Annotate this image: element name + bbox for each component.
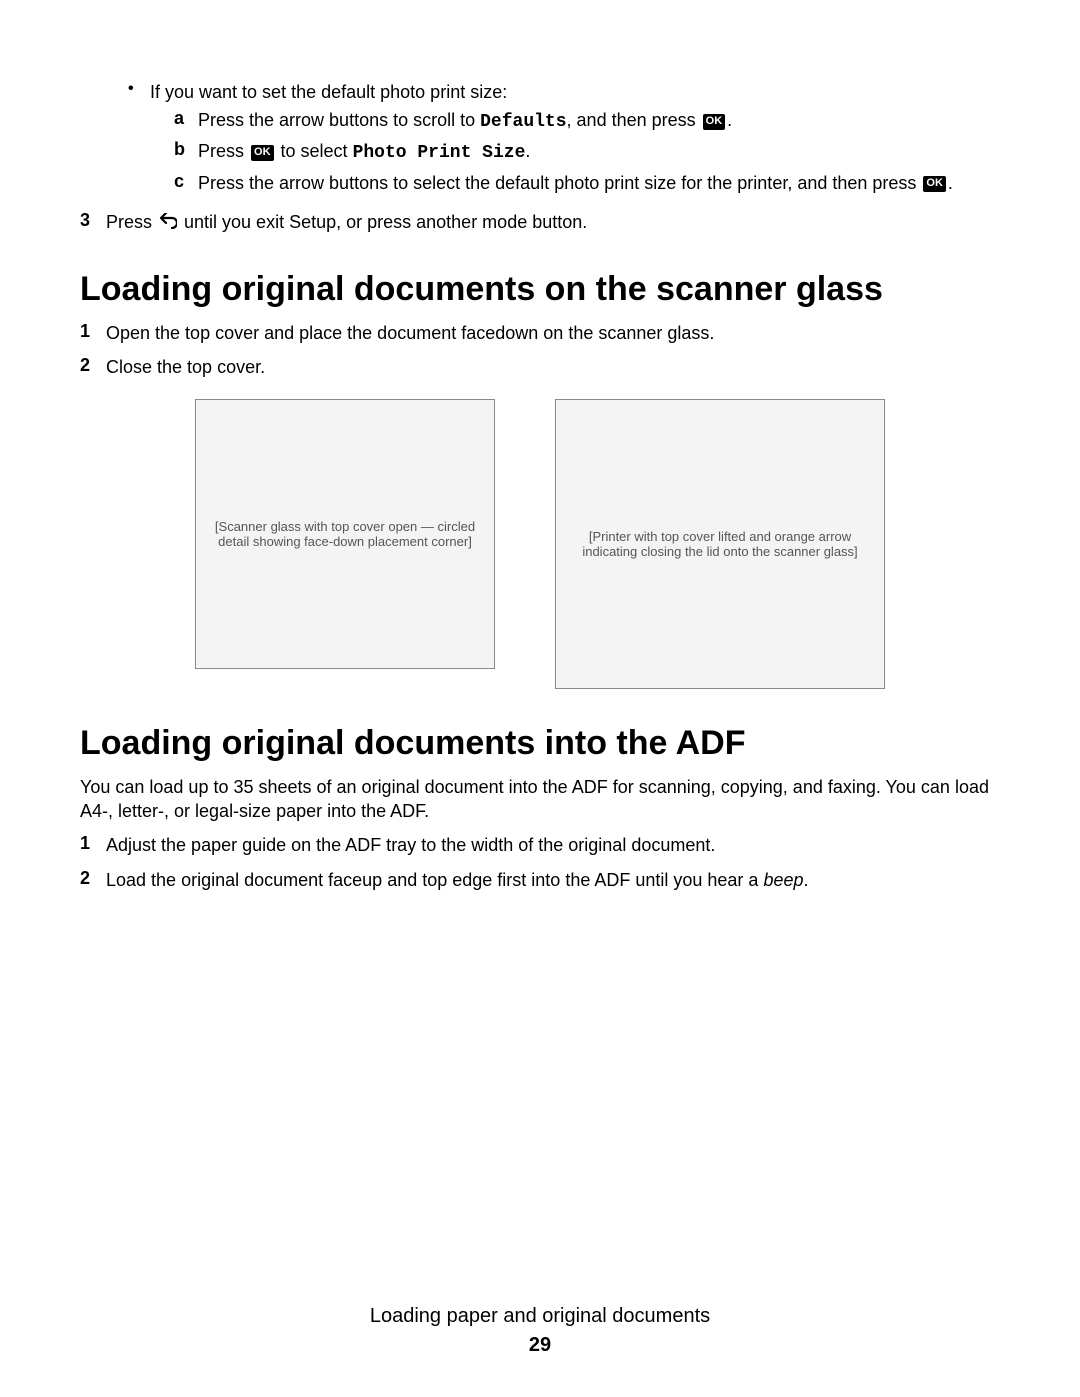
back-icon xyxy=(159,211,177,235)
text: . xyxy=(803,870,808,890)
sub-item-a: a Press the arrow buttons to scroll to D… xyxy=(174,108,1000,135)
text: , and then press xyxy=(567,110,701,130)
footer-title: Loading paper and original documents xyxy=(0,1305,1080,1328)
italic-text: beep xyxy=(763,870,803,890)
footer-page-number: 29 xyxy=(0,1334,1080,1357)
scanner-step-1: 1 Open the top cover and place the docum… xyxy=(80,321,1000,345)
step-number: 2 xyxy=(80,355,106,376)
step-content: Load the original document faceup and to… xyxy=(106,868,809,892)
sub-letter-c: c xyxy=(174,171,198,192)
adf-intro: You can load up to 35 sheets of an origi… xyxy=(80,775,1000,824)
step-content: Close the top cover. xyxy=(106,355,265,379)
sub-content-c: Press the arrow buttons to select the de… xyxy=(198,171,953,196)
sub-letter-b: b xyxy=(174,139,198,160)
text: until you exit Setup, or press another m… xyxy=(179,212,587,232)
ok-icon: OK xyxy=(251,145,274,161)
text: Press xyxy=(106,212,157,232)
adf-step-2: 2 Load the original document faceup and … xyxy=(80,868,1000,892)
scanner-image-right: [Printer with top cover lifted and orang… xyxy=(555,399,885,689)
heading-adf: Loading original documents into the ADF xyxy=(80,725,1000,762)
text: Press the arrow buttons to scroll to xyxy=(198,110,480,130)
sub-item-b: b Press OK to select Photo Print Size. xyxy=(174,139,1000,166)
intro-bullet: • If you want to set the default photo p… xyxy=(128,80,1000,200)
sub-content-b: Press OK to select Photo Print Size. xyxy=(198,139,530,166)
step-content: Open the top cover and place the documen… xyxy=(106,321,714,345)
bullet-mark: • xyxy=(128,80,150,200)
text: Press xyxy=(198,141,249,161)
ok-icon: OK xyxy=(703,114,726,130)
image-alt: [Printer with top cover lifted and orang… xyxy=(562,529,878,559)
bullet-item: • If you want to set the default photo p… xyxy=(128,80,1000,200)
adf-step-1: 1 Adjust the paper guide on the ADF tray… xyxy=(80,833,1000,857)
sub-content-a: Press the arrow buttons to scroll to Def… xyxy=(198,108,732,135)
step-number: 2 xyxy=(80,868,106,889)
image-alt: [Scanner glass with top cover open — cir… xyxy=(202,519,488,549)
step-content: Press until you exit Setup, or press ano… xyxy=(106,210,587,235)
step-number: 3 xyxy=(80,210,106,231)
step-content: Adjust the paper guide on the ADF tray t… xyxy=(106,833,715,857)
text: . xyxy=(948,173,953,193)
scanner-image-left: [Scanner glass with top cover open — cir… xyxy=(195,399,495,669)
heading-scanner-glass: Loading original documents on the scanne… xyxy=(80,271,1000,308)
step-number: 1 xyxy=(80,321,106,342)
text: . xyxy=(727,110,732,130)
code-text: Defaults xyxy=(480,112,566,132)
document-page: • If you want to set the default photo p… xyxy=(0,0,1080,1397)
scanner-step-2: 2 Close the top cover. xyxy=(80,355,1000,379)
text: Press the arrow buttons to select the de… xyxy=(198,173,921,193)
sub-letter-a: a xyxy=(174,108,198,129)
step-number: 1 xyxy=(80,833,106,854)
ok-icon: OK xyxy=(923,176,946,192)
page-footer: Loading paper and original documents 29 xyxy=(0,1305,1080,1357)
text: . xyxy=(525,141,530,161)
scanner-images-row: [Scanner glass with top cover open — cir… xyxy=(80,399,1000,689)
code-text: Photo Print Size xyxy=(353,143,526,163)
sub-list: a Press the arrow buttons to scroll to D… xyxy=(174,108,1000,196)
text: to select xyxy=(276,141,353,161)
step-3: 3 Press until you exit Setup, or press a… xyxy=(80,210,1000,235)
sub-item-c: c Press the arrow buttons to select the … xyxy=(174,171,1000,196)
bullet-text: If you want to set the default photo pri… xyxy=(150,80,1000,104)
text: Load the original document faceup and to… xyxy=(106,870,763,890)
